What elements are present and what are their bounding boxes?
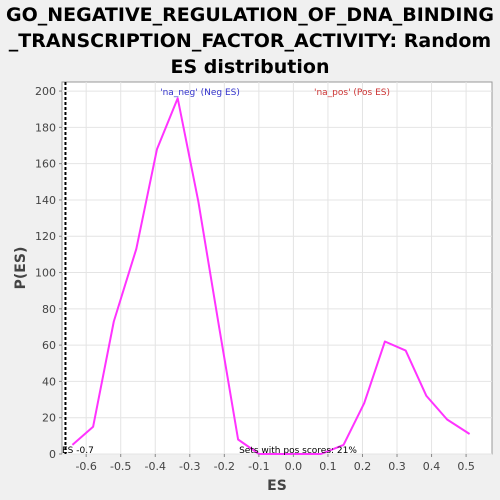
chart-title-line-3: ES distribution bbox=[170, 56, 330, 78]
y-tick-label: 20 bbox=[42, 412, 56, 425]
y-tick-label: 120 bbox=[35, 230, 56, 243]
neg-label: 'na_neg' (Neg ES) bbox=[160, 88, 240, 98]
y-tick-label: 80 bbox=[42, 303, 56, 316]
plot-area bbox=[61, 81, 493, 455]
x-tick-label: 0.0 bbox=[285, 460, 303, 473]
pos-label: 'na_pos' (Pos ES) bbox=[314, 88, 390, 98]
x-axis-title: ES bbox=[267, 478, 287, 494]
y-tick-label: 0 bbox=[49, 448, 56, 461]
y-axis-title: P(ES) bbox=[13, 247, 29, 290]
x-tick-label: -0.1 bbox=[248, 460, 269, 473]
y-tick-label: 60 bbox=[42, 339, 56, 352]
chart-title-line-2: _TRANSCRIPTION_FACTOR_ACTIVITY: Random bbox=[8, 30, 492, 52]
y-tick-label: 40 bbox=[42, 375, 56, 388]
es-marker-label: ES -0.7 bbox=[62, 446, 94, 456]
x-tick-label: -0.3 bbox=[179, 460, 200, 473]
y-tick-label: 100 bbox=[35, 267, 56, 280]
x-tick-label: -0.4 bbox=[145, 460, 166, 473]
x-tick-label: -0.2 bbox=[214, 460, 235, 473]
y-tick-label: 160 bbox=[35, 158, 56, 171]
y-tick-label: 140 bbox=[35, 194, 56, 207]
grid-lines bbox=[62, 82, 492, 455]
x-tick-label: -0.5 bbox=[110, 460, 131, 473]
y-tick-label: 200 bbox=[35, 85, 56, 98]
x-tick-label: -0.6 bbox=[75, 460, 96, 473]
x-tick-label: 0.1 bbox=[319, 460, 337, 473]
chart-title-line-1: GO_NEGATIVE_REGULATION_OF_DNA_BINDING bbox=[5, 4, 495, 26]
x-tick-label: 0.3 bbox=[388, 460, 406, 473]
pos-scores-footer: Sets with pos scores: 21% bbox=[239, 446, 357, 456]
x-tick-label: 0.5 bbox=[457, 460, 475, 473]
chart-title: GO_NEGATIVE_REGULATION_OF_DNA_BINDING _T… bbox=[0, 2, 500, 80]
x-tick-label: 0.4 bbox=[423, 460, 441, 473]
x-tick-label: 0.2 bbox=[354, 460, 372, 473]
y-tick-label: 180 bbox=[35, 121, 56, 134]
